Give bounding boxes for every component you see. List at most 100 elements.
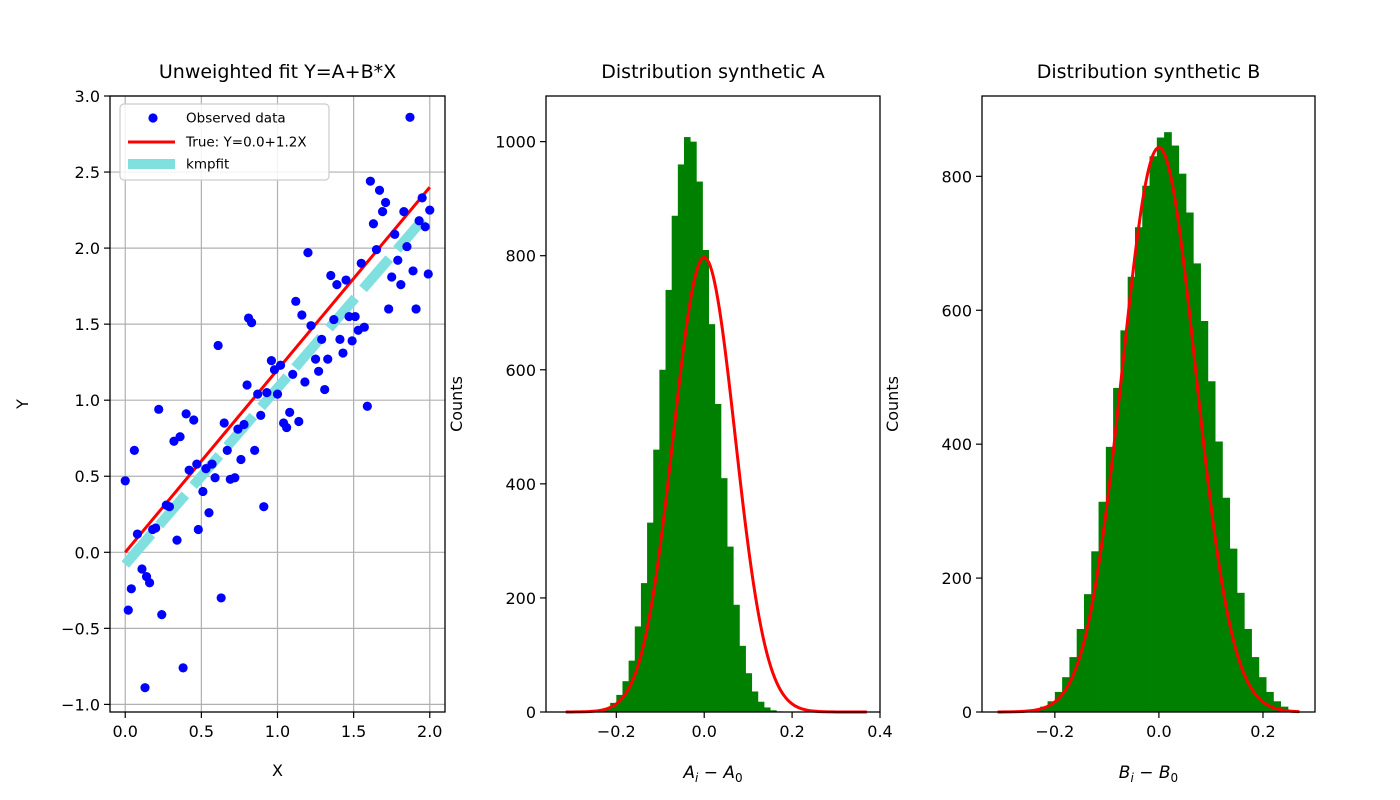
x-axis-label-part: i (1130, 771, 1134, 785)
data-point (306, 321, 316, 331)
x-tick-label: 0.2 (1250, 722, 1275, 741)
data-point (408, 266, 418, 276)
histogram-bar (1266, 691, 1274, 712)
histogram-bar (1178, 173, 1187, 713)
chart-title: Distribution synthetic B (1037, 61, 1261, 83)
histogram-bar (659, 369, 666, 712)
data-point (317, 334, 327, 344)
histogram-bar (1200, 320, 1209, 712)
data-point (262, 387, 272, 398)
data-point (164, 502, 174, 512)
legend-marker-observed (148, 113, 158, 123)
y-tick-label: 0 (526, 703, 536, 722)
y-tick-label: 400 (505, 475, 536, 494)
y-axis-label: Y (13, 399, 32, 410)
x-tick-label: 2.0 (417, 722, 442, 741)
histogram-bar (720, 478, 728, 712)
y-axis-label: Counts (883, 376, 902, 432)
y-tick-label: 200 (941, 569, 972, 588)
histogram-bar (1185, 212, 1194, 713)
x-axis-label: X (272, 761, 283, 780)
data-point (368, 219, 379, 229)
data-point (338, 348, 348, 358)
y-tick-label: −1.0 (61, 695, 100, 714)
x-tick-label: 0.5 (189, 722, 214, 741)
data-point (393, 255, 403, 265)
x-tick-label: 0.0 (691, 722, 716, 741)
data-point (381, 197, 391, 208)
histogram-bar (770, 710, 777, 712)
data-point (178, 663, 188, 673)
data-point (365, 176, 375, 186)
histogram-bar (1134, 227, 1143, 712)
histogram-bar (616, 694, 623, 712)
x-axis-label-part: A (722, 763, 735, 783)
data-point (216, 593, 226, 603)
y-tick-label: 2.0 (75, 239, 100, 258)
data-point (420, 222, 430, 232)
legend: Observed data True: Y=0.0+1.2X kmpfit (119, 103, 330, 181)
histogram-bar (702, 250, 710, 712)
histogram-bar (1193, 263, 1201, 712)
data-point (300, 377, 310, 387)
x-axis-label-part: − (1134, 763, 1159, 783)
histogram-bar (727, 546, 734, 712)
x-axis-label: Ai − A0 (682, 763, 742, 785)
histogram-bar (690, 141, 697, 712)
data-point (144, 578, 155, 588)
data-point (371, 245, 382, 255)
legend-label-fit: kmpfit (186, 157, 229, 173)
data-point (285, 407, 295, 417)
x-tick-label: −0.2 (597, 722, 636, 741)
histogram-bar (1171, 145, 1180, 712)
data-point (207, 459, 217, 469)
data-point (356, 258, 366, 268)
data-point (272, 389, 283, 399)
y-tick-label: 0.5 (75, 467, 100, 486)
data-point (137, 564, 147, 574)
histogram-bar (1229, 548, 1238, 712)
histogram-bar (1069, 657, 1078, 712)
y-tick-label: 400 (941, 435, 972, 454)
data-point (399, 206, 409, 217)
x-tick-label: 0.0 (113, 722, 138, 741)
histogram-bar (1105, 446, 1114, 712)
data-point (222, 445, 232, 455)
data-point (213, 340, 223, 351)
data-point (193, 524, 203, 535)
data-point (126, 584, 136, 594)
x-tick-label: 0.0 (1146, 722, 1171, 741)
x-tick-label: 0.2 (779, 722, 804, 741)
data-point (411, 304, 421, 314)
data-point (259, 502, 269, 512)
data-point (390, 229, 400, 240)
histogram-bar (622, 681, 630, 712)
data-point (294, 416, 304, 427)
data-point (282, 422, 292, 433)
data-point (247, 318, 257, 328)
histogram-bar (1156, 137, 1165, 712)
data-point (154, 404, 164, 414)
data-point (250, 445, 260, 455)
y-tick-label: 1000 (495, 133, 536, 152)
data-point (157, 610, 167, 620)
data-point (417, 193, 427, 203)
histogram-bar (1251, 657, 1260, 712)
data-point (230, 473, 240, 483)
histogram-bar (1076, 628, 1085, 712)
histogram-bar (739, 645, 746, 712)
data-point (425, 205, 435, 215)
data-point (329, 314, 339, 325)
data-point (310, 354, 321, 364)
chart-title: Unweighted fit Y=A+B*X (159, 61, 396, 83)
histogram-bar (1062, 677, 1070, 712)
y-axis-label: Counts (447, 376, 466, 432)
histogram-panel-a: Distribution synthetic A −0.2 0.0 0.2 0.4 0 20… (447, 61, 893, 785)
data-point (120, 476, 130, 486)
histogram-bar (665, 289, 673, 712)
y-tick-label: 600 (941, 301, 972, 320)
y-tick-label: −0.5 (61, 619, 100, 638)
data-point (140, 683, 150, 693)
data-point (175, 432, 185, 442)
